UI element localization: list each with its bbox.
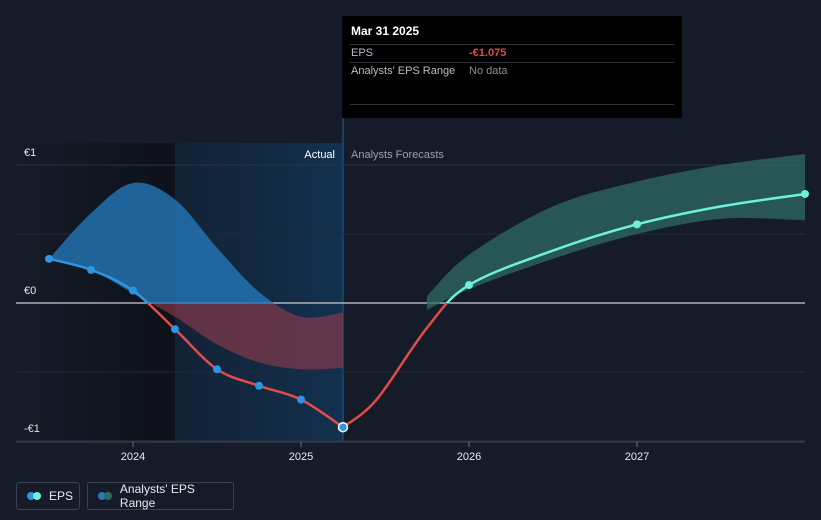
- tooltip-eps-value: -€1.075: [469, 47, 507, 59]
- eps-range-band-positive: [49, 182, 274, 303]
- eps-point-3: [171, 325, 179, 334]
- actual-label: Actual: [304, 149, 335, 161]
- y-tick-label-1: €0: [24, 285, 36, 297]
- x-tick-label-1: 2025: [289, 451, 313, 463]
- x-tick-label-2: 2026: [457, 451, 481, 463]
- tooltip-date: Mar 31 2025: [351, 24, 420, 38]
- x-tick-label-0: 2024: [121, 451, 145, 463]
- forecast-label: Analysts Forecasts: [351, 149, 444, 161]
- eps-forecast-point-2: [801, 189, 809, 198]
- eps-forecast-point-1: [633, 220, 641, 229]
- tooltip-range-value: No data: [469, 65, 508, 77]
- tooltip-eps-label: EPS: [351, 47, 374, 59]
- tooltip-divider: [350, 104, 674, 105]
- eps-selected-point: [337, 421, 349, 433]
- tooltip-row-eps: EPS -€1.075: [350, 44, 674, 62]
- eps-point-0: [45, 254, 53, 263]
- eps-point-6: [297, 395, 305, 404]
- eps-point-2: [129, 286, 137, 295]
- tooltip-range-label: Analysts' EPS Range: [351, 65, 456, 77]
- y-tick-label-0: €1: [24, 147, 36, 159]
- legend-eps-label: EPS: [49, 489, 74, 503]
- eps-forecast-line-negative: [342, 303, 449, 429]
- eps-point-1: [87, 265, 95, 274]
- legend-range-label: Analysts' EPS Range: [119, 482, 195, 510]
- tooltip: Mar 31 2025 EPS -€1.075 Analysts' EPS Ra…: [342, 16, 682, 118]
- eps-range-swatch-icon: [98, 492, 112, 500]
- legend-item-eps[interactable]: EPS: [16, 482, 80, 510]
- eps-point-4: [213, 365, 221, 374]
- tooltip-row-range: Analysts' EPS Range No data: [350, 62, 674, 80]
- eps-forecast-range-band: [427, 153, 805, 310]
- eps-point-5: [255, 381, 263, 390]
- legend-item-eps-range[interactable]: Analysts' EPS Range: [87, 482, 234, 510]
- y-tick-label-2: -€1: [24, 423, 40, 435]
- eps-forecast-point-0: [465, 281, 473, 290]
- x-tick-label-3: 2027: [625, 451, 649, 463]
- eps-swatch-icon: [27, 492, 41, 500]
- eps-range-band-negative: [150, 303, 343, 370]
- eps-forecast-line-positive: [445, 192, 806, 303]
